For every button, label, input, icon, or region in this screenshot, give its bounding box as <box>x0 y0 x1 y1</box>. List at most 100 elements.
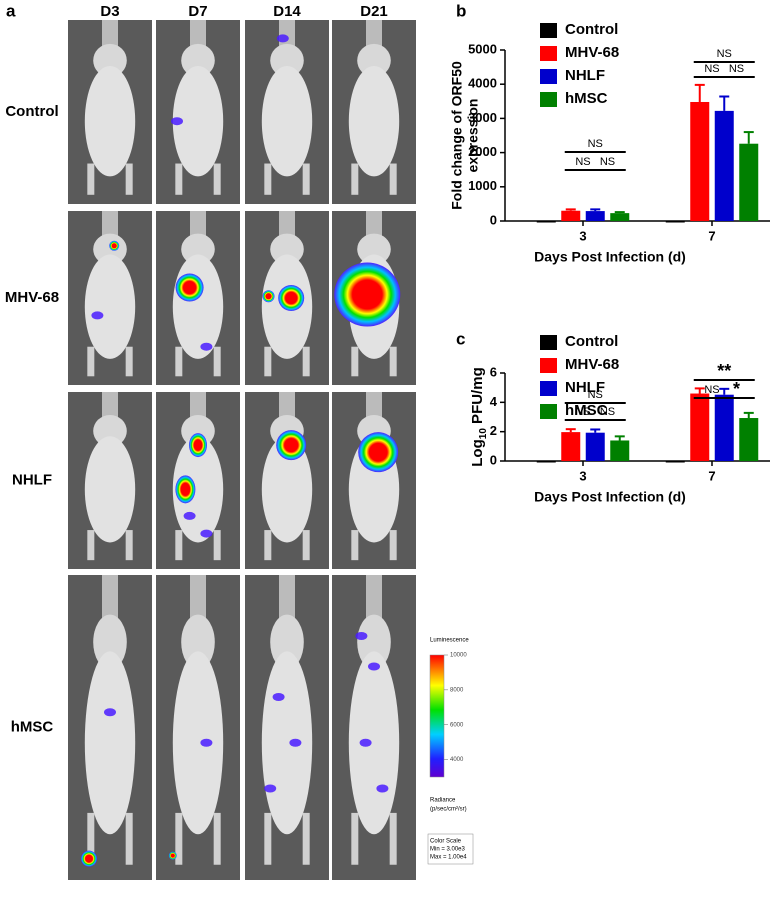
mouse-head <box>357 614 391 670</box>
bar <box>610 213 630 221</box>
x-tick-label: 7 <box>708 468 715 483</box>
y-tick-label: 0 <box>490 212 497 227</box>
panel-label: b <box>456 1 466 20</box>
mouse-leg <box>213 163 221 195</box>
significance-label: NS <box>704 63 719 75</box>
mouse-leg <box>264 812 272 865</box>
mouse-body <box>84 436 136 543</box>
signal-speck <box>183 511 196 520</box>
holder <box>279 20 295 48</box>
column-header: D21 <box>360 3 388 20</box>
legend-label: Control <box>565 21 618 38</box>
signal-speck <box>200 342 213 351</box>
mouse-leg <box>87 346 95 377</box>
mouse-leg <box>175 812 183 865</box>
bar <box>665 221 685 223</box>
colorbar-title: Luminescence <box>430 638 469 644</box>
y-axis-label: expression <box>465 99 481 173</box>
mouse-body <box>84 651 136 835</box>
y-axis-label-part: PFU/mg <box>469 367 486 428</box>
legend-label: NHLF <box>565 379 605 396</box>
significance-label: NS <box>717 48 732 60</box>
significance-label: NS <box>600 406 615 418</box>
significance-label: NS <box>575 406 590 418</box>
signal-blob <box>175 273 204 302</box>
significance-label: NS <box>588 138 603 150</box>
colorbar-unit: Radiance <box>430 798 456 804</box>
y-tick-label: 1000 <box>468 178 497 193</box>
bar <box>561 210 581 221</box>
legend-swatch <box>540 404 557 419</box>
legend-label: hMSC <box>565 90 608 107</box>
significance-label: NS <box>575 156 590 168</box>
legend-label: NHLF <box>565 67 605 84</box>
bar <box>714 394 734 461</box>
signal-blob <box>276 430 307 461</box>
significance-label: * <box>733 379 740 399</box>
legend-label: hMSC <box>565 402 608 419</box>
mouse-leg <box>264 530 272 561</box>
mouse-head <box>93 614 127 670</box>
scale-text: Max = 1.00e4 <box>430 855 467 861</box>
legend-label: Control <box>565 333 618 350</box>
mouse-head <box>357 233 391 265</box>
mouse-leg <box>389 346 397 377</box>
significance-label: NS <box>729 63 744 75</box>
mouse-body <box>348 66 400 177</box>
legend-label: MHV-68 <box>565 356 619 373</box>
mouse-leg <box>389 163 397 195</box>
mouse-leg <box>302 163 310 195</box>
signal-blob <box>109 240 120 251</box>
signal-blob <box>262 290 275 303</box>
column-header: D3 <box>100 3 119 20</box>
signal-blob <box>81 850 97 867</box>
y-tick-label: 5000 <box>468 41 497 56</box>
significance-label: NS <box>704 384 719 396</box>
colorbar-tick-label: 8000 <box>450 687 464 693</box>
mouse-leg <box>302 812 310 865</box>
y-tick-label: 6 <box>490 364 497 379</box>
mouse-leg <box>213 346 221 377</box>
mouse-head <box>270 43 304 78</box>
holder <box>279 575 295 621</box>
mouse-leg <box>389 530 397 561</box>
signal-speck <box>368 662 380 671</box>
signal-speck <box>200 529 213 538</box>
bar <box>739 143 759 221</box>
mouse-body <box>261 436 313 543</box>
mouse-head <box>181 614 215 670</box>
holder <box>190 392 206 419</box>
mouse-head <box>181 43 215 78</box>
mouse-head <box>181 233 215 265</box>
holder <box>102 575 118 621</box>
y-axis-label: Log10 PFU/mg <box>469 367 489 466</box>
legend-swatch <box>540 358 557 373</box>
mouse-leg <box>302 530 310 561</box>
column-header: D7 <box>188 3 207 20</box>
holder <box>102 392 118 419</box>
mouse-leg <box>125 163 133 195</box>
bar <box>561 432 581 461</box>
legend-label: MHV-68 <box>565 44 619 61</box>
mouse-leg <box>125 346 133 377</box>
signal-blob <box>168 851 177 860</box>
x-tick-label: 3 <box>579 468 586 483</box>
colorbar-unit: (p/sec/cm²/sr) <box>430 807 467 813</box>
holder <box>366 575 382 621</box>
mouse-leg <box>389 812 397 865</box>
significance-label: NS <box>588 389 603 401</box>
x-tick-label: 7 <box>708 228 715 243</box>
mouse-body <box>261 66 313 177</box>
y-tick-label: 3000 <box>468 110 497 125</box>
mouse-body <box>172 651 224 835</box>
holder <box>279 392 295 419</box>
signal-speck <box>289 738 302 747</box>
bar <box>690 393 710 461</box>
mouse-head <box>357 43 391 78</box>
scale-text: Color Scale <box>430 839 462 845</box>
holder <box>102 20 118 48</box>
mouse-head <box>270 233 304 265</box>
colorbar-tick-label: 6000 <box>450 722 464 728</box>
signal-speck <box>355 632 368 640</box>
bar <box>536 461 556 463</box>
